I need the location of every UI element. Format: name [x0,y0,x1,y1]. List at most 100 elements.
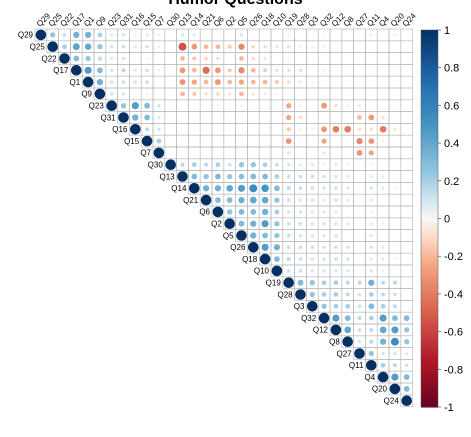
grid-cell [354,265,366,277]
correlation-circle-Q15-Q15 [142,136,153,147]
grid-cell [401,41,413,53]
correlation-circle-Q31-Q15 [144,115,150,121]
grid-cell [389,230,401,242]
correlation-circle-Q22-Q9 [98,56,102,60]
grid-cell [236,147,248,159]
row-label-Q23: Q23 [89,102,105,111]
correlation-circle-Q13-Q32 [322,175,325,178]
grid-cell [377,230,389,242]
correlation-circle-Q25-Q2 [228,45,232,49]
correlation-circle-Q15-Q11 [368,138,374,144]
correlation-circle-Q14-Q2 [226,185,233,192]
grid-cell [401,206,413,218]
correlation-circle-Q25-Q22 [62,44,67,49]
grid-cell [165,64,177,76]
correlation-circle-Q4-Q4 [378,372,389,383]
correlation-circle-Q10-Q28 [299,269,303,273]
correlation-circle-Q13-Q2 [227,174,232,179]
correlation-circle-Q1-Q26 [251,80,256,85]
correlation-circle-Q30-Q3 [311,163,314,166]
correlation-circle-Q31-Q27 [357,115,362,120]
grid-cell [306,88,318,100]
row-label-Q18: Q18 [242,255,258,264]
grid-cell [212,112,224,124]
correlation-circle-Q23-Q7 [157,104,160,107]
correlation-circle-Q13-Q3 [310,175,314,179]
correlation-circle-Q27-Q27 [354,348,365,359]
correlation-circle-Q31-Q16 [132,114,138,120]
correlation-circle-Q16-Q27 [358,128,361,131]
correlation-circle-Q18-Q12 [334,257,338,261]
correlation-circle-Q32-Q4 [380,315,387,322]
grid-cell [247,29,259,41]
correlation-circle-Q21-Q26 [250,197,257,204]
grid-cell [259,100,271,112]
grid-cell [188,147,200,159]
grid-cell [401,194,413,206]
correlation-circle-Q4-Q20 [391,374,398,381]
grid-cell [165,29,177,41]
correlation-circle-Q11-Q4 [381,363,386,368]
correlation-circle-Q25-Q5 [238,44,244,50]
correlation-circle-Q7-Q7 [154,148,165,159]
grid-cell [389,135,401,147]
correlation-circle-Q6-Q12 [334,210,337,213]
row-label-Q20: Q20 [372,385,388,394]
grid-cell [200,135,212,147]
correlation-circle-Q8-Q27 [358,340,361,343]
correlation-circle-Q22-Q1 [85,56,90,61]
correlation-circle-Q1-Q14 [192,79,197,84]
grid-cell [401,300,413,312]
grid-cell [271,147,283,159]
row-label-Q24: Q24 [384,397,400,406]
grid-cell [188,112,200,124]
grid-cell [330,135,342,147]
correlation-circle-Q29-Q1 [85,32,91,38]
correlation-circle-Q14-Q12 [334,186,338,190]
correlation-circle-Q15-Q4 [382,140,384,142]
correlation-circle-Q14-Q5 [238,185,245,192]
grid-cell [401,100,413,112]
grid-cell [165,100,177,112]
correlation-circle-Q1-Q1 [83,77,94,88]
correlation-circle-Q14-Q11 [370,187,373,190]
grid-cell [165,112,177,124]
colorbar-tick-label: 0.6 [444,100,459,112]
grid-cell [165,41,177,53]
correlation-circle-Q1-Q21 [204,80,209,85]
correlation-circle-Q15-Q19 [286,138,292,144]
correlation-circle-Q31-Q4 [381,116,384,119]
grid-cell [377,194,389,206]
correlation-circle-Q27-Q4 [381,352,384,355]
correlation-circle-Q13-Q8 [346,175,349,178]
row-label-Q29: Q29 [18,31,34,40]
correlation-circle-Q30-Q32 [323,164,325,166]
grid-cell [342,53,354,65]
correlation-circle-Q2-Q2 [224,218,235,229]
grid-cell [129,53,141,65]
grid-cell [224,100,236,112]
correlation-circle-Q19-Q28 [298,280,304,286]
correlation-circle-Q21-Q12 [334,198,337,201]
correlation-circle-Q3-Q11 [368,303,374,309]
grid-cell [271,123,283,135]
row-label-Q5: Q5 [223,231,234,240]
grid-cell [165,147,177,159]
correlation-circle-Q16-Q20 [393,128,396,131]
correlation-circle-Q9-Q15 [146,93,148,95]
grid-cell [342,88,354,100]
correlation-circle-Q9-Q26 [252,92,255,95]
correlation-circle-Q29-Q22 [63,33,67,37]
correlation-circle-Q29-Q23 [110,33,113,36]
correlation-circle-Q9-Q9 [95,89,106,100]
correlation-circle-Q30-Q26 [251,162,256,167]
row-label-Q15: Q15 [124,137,140,146]
grid-cell [342,112,354,124]
correlation-circle-Q21-Q5 [238,197,244,203]
correlation-circle-Q14-Q28 [299,186,303,190]
grid-cell [259,29,271,41]
correlation-circle-Q7-Q11 [369,150,374,155]
grid-cell [377,53,389,65]
correlation-circle-Q9-Q31 [122,92,125,95]
correlation-circle-Q30-Q13 [180,163,184,167]
